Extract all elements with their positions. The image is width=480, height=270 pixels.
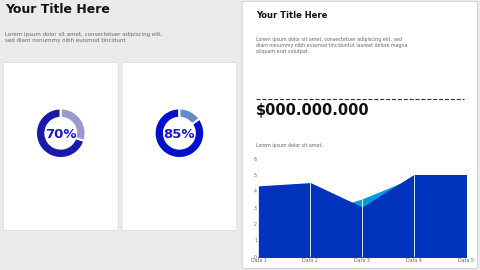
Text: Lorem ipsum dolor sit amet, consectetuer adipiscing elit,
sed diam nonummy nibh : Lorem ipsum dolor sit amet, consectetuer… bbox=[5, 32, 162, 43]
Wedge shape bbox=[155, 108, 204, 158]
Text: 70%: 70% bbox=[45, 128, 76, 141]
Text: Lorem ipsum dolor sit amet, consectetuer adipiscing elit, sed
diam nonummy nibh : Lorem ipsum dolor sit amet, consectetuer… bbox=[256, 37, 408, 54]
Text: Your Title Here: Your Title Here bbox=[256, 11, 327, 20]
Text: Lorem ipsum dolor sit amet.: Lorem ipsum dolor sit amet. bbox=[256, 143, 323, 148]
Text: 85%: 85% bbox=[164, 128, 195, 141]
Wedge shape bbox=[36, 108, 84, 158]
Text: Your Title Here: Your Title Here bbox=[5, 3, 109, 16]
Wedge shape bbox=[61, 108, 85, 141]
Text: Lorem ipsum dolor sit amet,
consectetuer adipiscing elit.: Lorem ipsum dolor sit amet, consectetuer… bbox=[27, 208, 95, 218]
Wedge shape bbox=[180, 108, 200, 124]
Text: $000.000.000: $000.000.000 bbox=[256, 103, 370, 118]
Text: Lorem ipsum dolor sit amet,
consectetuer adipiscing elit.: Lorem ipsum dolor sit amet, consectetuer… bbox=[145, 208, 213, 218]
